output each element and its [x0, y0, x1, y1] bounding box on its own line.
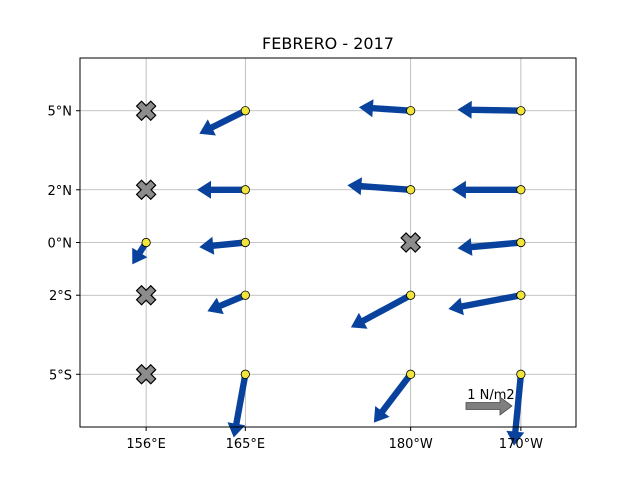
- x-tick-label: 156°E: [126, 437, 166, 452]
- wind-vector-arrow: [347, 177, 411, 196]
- missing-data-marker: [135, 284, 157, 306]
- x-tick-label: 170°W: [499, 437, 543, 452]
- missing-data-marker: [135, 100, 157, 122]
- y-tick-label: 0°N: [48, 237, 73, 252]
- station-marker: [240, 237, 250, 248]
- wind-vector-arrow: [197, 180, 246, 199]
- wind-vector-arrow: [506, 374, 525, 446]
- station-marker: [516, 106, 526, 116]
- station-marker: [240, 185, 250, 195]
- wind-vector-arrow: [207, 292, 247, 315]
- station-marker: [240, 106, 250, 116]
- wind-stress-vectors: [132, 99, 525, 446]
- x-tick-label: 165°E: [226, 437, 266, 452]
- axes: 156°E 165°E 180°W 170°W 5°N 2°N 0°N 2°S 5°S: [48, 105, 544, 452]
- station-marker: [141, 237, 151, 248]
- station-markers: [141, 106, 526, 379]
- wind-vector-arrow: [358, 99, 411, 118]
- station-marker: [516, 369, 526, 379]
- y-tick-label: 5°N: [48, 105, 73, 120]
- grid-lines: [80, 58, 576, 427]
- quiver-key-arrow: [465, 396, 513, 416]
- missing-data-markers: [135, 100, 422, 385]
- y-tick-label: 2°N: [48, 184, 73, 199]
- chart-title: FEBRERO - 2017: [262, 34, 394, 53]
- missing-data-marker: [135, 179, 157, 201]
- y-tick-label: 5°S: [49, 368, 72, 383]
- quiver-key-label: 1 N/m2: [467, 388, 514, 403]
- wind-vector-arrow: [350, 292, 413, 329]
- quiver-key: 1 N/m2: [465, 388, 515, 416]
- wind-vector-arrow: [199, 107, 247, 136]
- missing-data-marker: [400, 232, 422, 253]
- wind-vector-arrow: [227, 373, 249, 438]
- station-marker: [240, 369, 250, 379]
- x-tick-label: 180°W: [389, 437, 433, 452]
- station-marker: [516, 237, 526, 248]
- wind-vector-arrow: [199, 236, 246, 255]
- missing-data-marker: [135, 363, 157, 385]
- station-marker: [406, 106, 416, 116]
- wind-vector-arrow: [451, 180, 521, 199]
- wind-vector-arrow: [457, 238, 522, 256]
- y-tick-label: 2°S: [49, 289, 72, 304]
- station-marker: [240, 290, 250, 300]
- station-marker: [406, 290, 416, 300]
- station-marker: [406, 185, 416, 195]
- station-marker: [516, 185, 526, 195]
- wind-vector-arrow: [448, 292, 522, 316]
- wind-vector-arrow: [457, 100, 521, 119]
- wind-vector-arrow: [373, 372, 414, 423]
- station-marker: [516, 290, 526, 300]
- station-marker: [406, 369, 416, 379]
